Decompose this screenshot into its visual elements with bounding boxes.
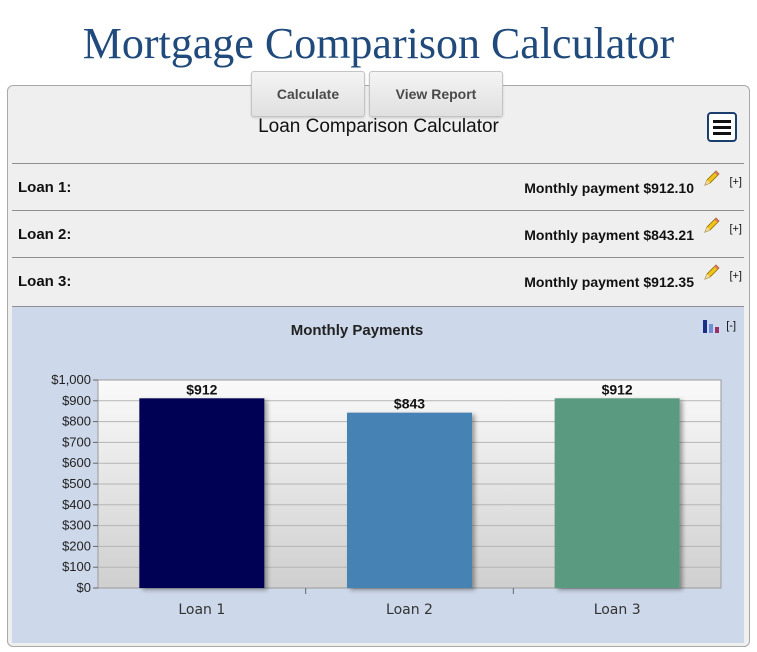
expand-toggle[interactable]: [+] bbox=[729, 176, 742, 188]
payment-prefix: Monthly payment bbox=[524, 180, 640, 196]
collapse-toggle[interactable]: [-] bbox=[726, 320, 736, 332]
calculate-button[interactable]: Calculate bbox=[251, 71, 365, 117]
x-tick-label: Loan 2 bbox=[386, 602, 433, 618]
bar-2[interactable] bbox=[347, 412, 472, 588]
bar-chart-icon[interactable] bbox=[702, 318, 722, 334]
payment-value: $912.10 bbox=[643, 180, 694, 196]
x-tick-label: Loan 3 bbox=[594, 602, 641, 618]
bar-1[interactable] bbox=[139, 398, 265, 588]
calculator-title: Loan Comparison Calculator bbox=[258, 116, 499, 137]
expand-toggle[interactable]: [+] bbox=[729, 270, 742, 282]
chart-title: Monthly Payments bbox=[290, 322, 424, 339]
y-tick-label: $200 bbox=[62, 538, 91, 553]
payment-prefix: Monthly payment bbox=[524, 274, 640, 290]
data-label: $912 bbox=[602, 381, 633, 397]
loan-label: Loan 2: bbox=[18, 226, 72, 243]
payment-prefix: Monthly payment bbox=[524, 227, 640, 243]
x-tick-label: Loan 1 bbox=[178, 602, 225, 618]
pencil-icon[interactable] bbox=[702, 217, 720, 235]
monthly-payment: Monthly payment $912.10 bbox=[520, 180, 694, 196]
monthly-payment: Monthly payment $912.35 bbox=[520, 274, 694, 290]
loan-row-3[interactable]: Loan 3: Monthly payment $912.35 [+] bbox=[12, 257, 744, 305]
loan-label: Loan 1: bbox=[18, 179, 72, 196]
hamburger-icon[interactable] bbox=[707, 112, 737, 142]
expand-toggle[interactable]: [+] bbox=[729, 223, 742, 235]
payment-value: $843.21 bbox=[643, 227, 694, 243]
pencil-icon[interactable] bbox=[702, 264, 720, 282]
y-tick-label: $800 bbox=[62, 414, 91, 429]
y-tick-label: $900 bbox=[62, 393, 91, 408]
y-tick-label: $400 bbox=[62, 497, 91, 512]
y-tick-label: $500 bbox=[62, 476, 91, 491]
y-tick-label: $0 bbox=[77, 580, 91, 595]
data-label: $843 bbox=[394, 396, 425, 412]
y-tick-label: $100 bbox=[62, 559, 91, 574]
page-title: Mortgage Comparison Calculator bbox=[82, 19, 675, 68]
loan-row-2[interactable]: Loan 2: Monthly payment $843.21 [+] bbox=[12, 210, 744, 258]
loan-row-1[interactable]: Loan 1: Monthly payment $912.10 [+] bbox=[12, 163, 744, 211]
monthly-payment: Monthly payment $843.21 bbox=[520, 227, 694, 243]
bar-chart: $0 $100 $200 $300 $400 $500 $600 $700 $800 $900 $1… bbox=[51, 372, 722, 618]
calculator-panel: Loan Comparison Calculator Loan 1: Month… bbox=[7, 85, 750, 647]
y-tick-label: $700 bbox=[62, 434, 91, 449]
pencil-icon[interactable] bbox=[702, 170, 720, 188]
loan-label: Loan 3: bbox=[18, 273, 72, 290]
payment-value: $912.35 bbox=[643, 274, 694, 290]
bar-3[interactable] bbox=[554, 398, 680, 588]
y-tick-label: $600 bbox=[62, 455, 91, 470]
chart-panel: Monthly Payments [-] $0 $100 $200 $300 $400 $… bbox=[12, 306, 744, 643]
view-report-button[interactable]: View Report bbox=[369, 71, 503, 117]
data-label: $912 bbox=[186, 381, 217, 397]
y-tick-label: $1,000 bbox=[51, 372, 91, 387]
y-tick-label: $300 bbox=[62, 518, 91, 533]
